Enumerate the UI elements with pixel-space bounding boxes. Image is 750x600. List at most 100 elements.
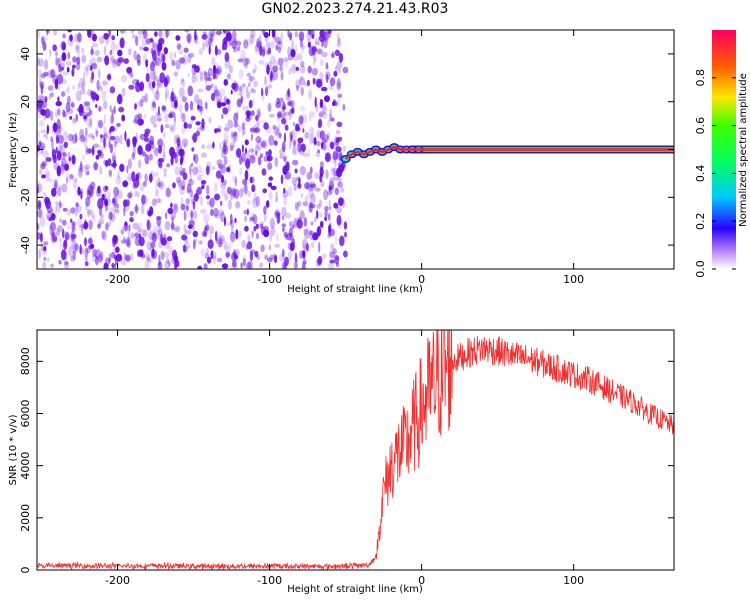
- speckle-mark: [62, 33, 66, 39]
- speckle-mark: [297, 137, 304, 144]
- speckle-mark: [294, 168, 298, 174]
- speckle-mark: [48, 225, 53, 233]
- speckle-mark: [107, 158, 112, 167]
- speckle-mark: [247, 190, 252, 198]
- speckle-mark: [63, 239, 68, 250]
- speckle-mark: [319, 30, 324, 37]
- speckle-mark: [98, 85, 103, 92]
- speckle-mark: [143, 113, 147, 119]
- speckle-mark: [309, 203, 316, 209]
- speckle-mark: [262, 45, 266, 53]
- speckle-mark: [50, 110, 54, 121]
- speckle-mark: [185, 229, 192, 235]
- speckle-mark: [90, 243, 95, 249]
- speckle-mark: [182, 148, 186, 160]
- speckle-mark: [269, 40, 276, 49]
- speckle-mark: [279, 65, 283, 72]
- speckle-mark: [183, 121, 188, 129]
- speckle-mark: [71, 221, 76, 232]
- speckle-mark: [37, 200, 40, 210]
- speckle-mark: [265, 202, 268, 210]
- speckle-mark: [174, 166, 180, 176]
- speckle-mark: [91, 71, 95, 80]
- speckle-mark: [308, 188, 315, 199]
- speckle-mark: [180, 203, 186, 211]
- speckle-mark: [209, 225, 215, 234]
- speckle-mark: [145, 72, 150, 83]
- speckle-mark: [47, 85, 54, 92]
- speckle-mark: [332, 99, 337, 106]
- speckle-mark: [92, 135, 95, 140]
- speckle-mark: [240, 49, 246, 61]
- speckle-mark: [283, 156, 287, 162]
- speckle-mark: [153, 147, 159, 157]
- speckle-mark: [151, 142, 155, 150]
- speckle-mark: [289, 32, 292, 41]
- speckle-mark: [222, 107, 229, 115]
- speckle-mark: [39, 232, 43, 243]
- speckle-mark: [240, 92, 244, 101]
- speckle-mark: [149, 69, 156, 81]
- speckle-mark: [188, 219, 195, 227]
- speckle-mark: [216, 159, 223, 166]
- speckle-mark: [173, 71, 179, 77]
- speckle-mark: [40, 162, 46, 170]
- speckle-mark: [100, 135, 105, 143]
- speckle-mark: [144, 153, 150, 165]
- speckle-mark: [72, 85, 75, 90]
- speckle-mark: [140, 250, 144, 257]
- y-tick-label: -20: [19, 188, 32, 206]
- speckle-mark: [327, 135, 329, 140]
- speckle-mark: [139, 46, 144, 51]
- speckle-mark: [293, 217, 299, 228]
- speckle-mark: [70, 218, 73, 223]
- speckle-mark: [157, 197, 162, 204]
- speckle-mark: [255, 150, 258, 156]
- speckle-mark: [201, 118, 205, 129]
- speckle-mark: [306, 30, 312, 41]
- speckle-mark: [125, 238, 129, 247]
- speckle-mark: [193, 153, 199, 164]
- speckle-mark: [304, 182, 310, 190]
- speckle-mark: [112, 263, 117, 269]
- speckle-mark: [164, 239, 171, 250]
- speckle-mark: [316, 130, 323, 139]
- speckle-mark: [164, 260, 171, 269]
- speckle-mark: [152, 68, 157, 80]
- speckle-mark: [90, 33, 97, 41]
- speckle-mark: [37, 56, 40, 67]
- speckle-mark: [321, 253, 327, 259]
- speckle-mark: [180, 196, 184, 206]
- speckle-mark: [273, 140, 278, 146]
- speckle-mark: [226, 166, 231, 173]
- speckle-mark: [287, 46, 292, 57]
- speckle-mark: [291, 176, 297, 186]
- speckle-mark: [154, 31, 158, 37]
- speckle-mark: [46, 214, 50, 220]
- speckle-mark: [110, 114, 114, 125]
- speckle-mark: [38, 248, 41, 260]
- speckle-mark: [79, 213, 83, 220]
- speckle-mark: [234, 217, 237, 224]
- speckle-mark: [293, 256, 299, 263]
- speckle-mark: [175, 225, 180, 232]
- speckle-mark: [119, 37, 125, 49]
- speckle-mark: [57, 96, 60, 102]
- speckle-mark: [158, 30, 163, 38]
- speckle-mark: [122, 199, 128, 208]
- y-tick-label: 4000: [19, 452, 32, 480]
- speckle-mark: [120, 229, 124, 235]
- speckle-mark: [228, 36, 233, 47]
- speckle-mark: [240, 262, 243, 269]
- speckle-mark: [266, 50, 270, 55]
- speckle-mark: [165, 187, 171, 198]
- speckle-mark: [295, 79, 301, 90]
- speckle-mark: [270, 226, 276, 237]
- speckle-mark: [44, 96, 48, 103]
- speckle-mark: [71, 134, 78, 144]
- speckle-mark: [186, 243, 191, 249]
- speckle-mark: [196, 165, 202, 174]
- speckle-mark: [209, 30, 216, 37]
- speckle-mark: [299, 166, 306, 176]
- speckle-mark: [50, 263, 54, 268]
